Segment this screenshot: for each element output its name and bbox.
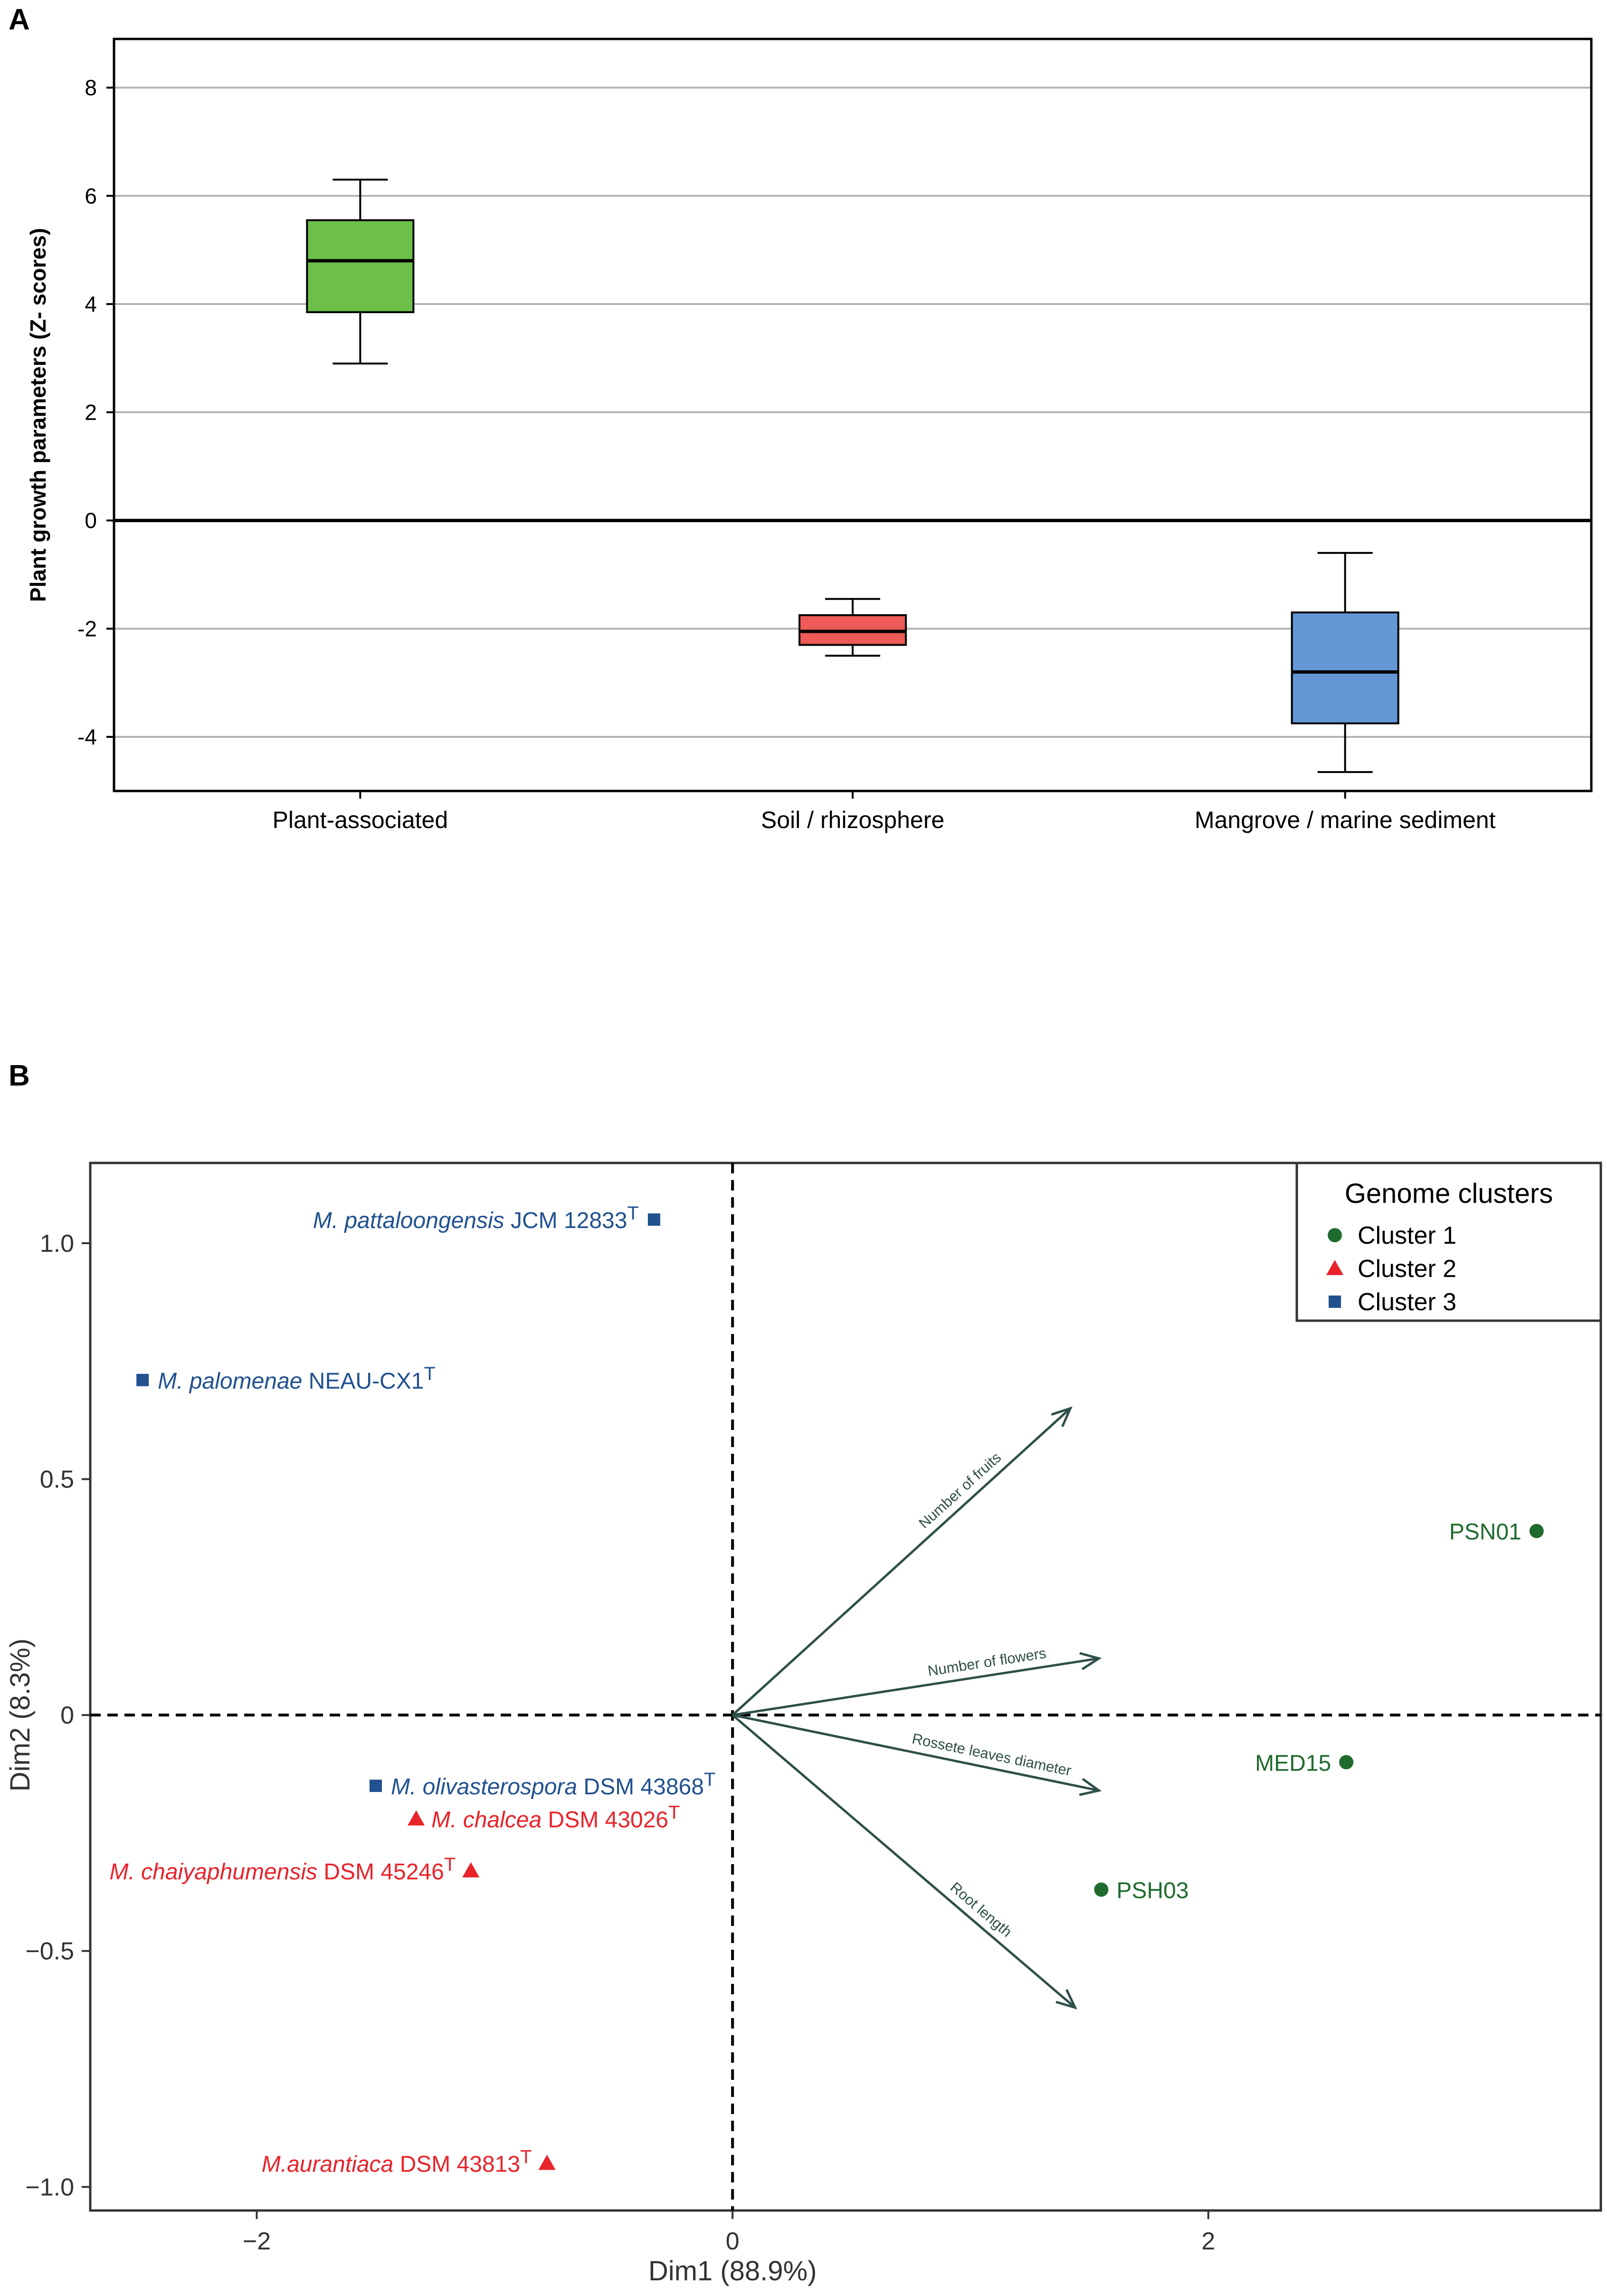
point-label-text: MED15 (1255, 1751, 1331, 1776)
point-label-text: PSN01 (1449, 1520, 1521, 1545)
box-2 (1291, 611, 1399, 724)
point-marker-cluster2 (408, 1810, 425, 1826)
y-tick-label: -2 (77, 616, 97, 641)
y-tick-label: −1.0 (25, 2173, 74, 2201)
y-tick-label: −0.5 (25, 1938, 74, 1965)
point-label-text: PSH03 (1116, 1878, 1189, 1904)
point-marker-cluster1 (1094, 1882, 1109, 1897)
x-tick-label: 0 (726, 2228, 740, 2255)
vector-label: Number of fruits (915, 1449, 1004, 1532)
legend-marker-triangle (1326, 1260, 1343, 1275)
y-tick-label: 4 (85, 292, 97, 316)
y-tick-label: 0.5 (40, 1466, 74, 1493)
y-axis-label: Dim2 (8.3%) (5, 1639, 36, 1791)
plot-frame (89, 1162, 1602, 2212)
x-tick-label: 2 (1201, 2228, 1215, 2255)
point-label-text: JCM 12833 (504, 1208, 628, 1233)
y-tick-label: 2 (85, 400, 97, 425)
point-marker-cluster2 (462, 1862, 480, 1877)
point-label-superscript: T (704, 1769, 715, 1790)
point-label-superscript: T (668, 1802, 680, 1823)
y-tick-label: -4 (77, 724, 97, 749)
vector-arrow (732, 1407, 1071, 1716)
point-label-superscript: T (520, 2147, 532, 2168)
point-label-text: NEAU-CX1 (302, 1369, 424, 1394)
point-label: M. chaiyaphumensis DSM 45246T (109, 1854, 456, 1885)
x-tick-label: Mangrove / marine sediment (1195, 807, 1496, 833)
legend-label: Cluster 2 (1358, 1255, 1456, 1283)
legend-title: Genome clusters (1345, 1178, 1553, 1209)
vector-label: Root length (947, 1879, 1015, 1941)
point-label-text: DSM 43813 (393, 2152, 520, 2177)
point-label-italic: M.aurantiaca (262, 2152, 393, 2177)
legend-label: Cluster 3 (1358, 1288, 1456, 1316)
box-0 (306, 219, 415, 314)
y-axis-label: Plant growth parameters (Z- scores) (26, 228, 50, 602)
vector-arrow (732, 1714, 1099, 1792)
point-label: MED15 (1255, 1751, 1331, 1776)
point-label: M. palomenae NEAU-CX1T (158, 1363, 436, 1394)
x-tick-label: Soil / rhizosphere (761, 807, 944, 833)
plot-frame (113, 38, 1593, 792)
legend-box (1295, 1162, 1602, 1322)
point-label: M.aurantiaca DSM 43813T (262, 2147, 532, 2177)
panel-b-label: B (9, 1059, 30, 1092)
vector-arrowhead (1055, 1989, 1077, 2010)
point-label-text: DSM 45246 (317, 1859, 444, 1885)
point-label: PSN01 (1449, 1520, 1521, 1545)
y-tick-label: 8 (85, 75, 97, 100)
panel-a-label: A (9, 3, 30, 36)
vector-arrow (732, 1714, 1076, 2009)
point-label-italic: M. chaiyaphumensis (109, 1859, 317, 1885)
vector-arrow (732, 1657, 1099, 1716)
point-marker-cluster1 (1529, 1524, 1544, 1538)
y-tick-label: 1.0 (40, 1230, 74, 1258)
point-label-italic: M. pattaloongensis (313, 1208, 504, 1233)
point-marker-cluster3 (647, 1213, 660, 1226)
y-tick-label: 0 (60, 1702, 74, 1729)
x-tick-label: −2 (243, 2228, 271, 2255)
y-tick-label: 6 (85, 183, 97, 208)
point-label-superscript: T (424, 1363, 435, 1384)
legend-marker-circle (1328, 1228, 1342, 1242)
vector-arrowhead (1051, 1406, 1073, 1427)
vector-label: Number of flowers (927, 1645, 1047, 1679)
point-marker-cluster2 (538, 2154, 556, 2170)
point-label: M. pattaloongensis JCM 12833T (313, 1203, 639, 1233)
point-marker-cluster3 (369, 1780, 382, 1792)
vector-arrowhead (1079, 1778, 1102, 1796)
point-label-italic: M. chalcea (431, 1808, 542, 1833)
y-tick-label: 0 (85, 508, 97, 533)
point-label-superscript: T (444, 1854, 456, 1875)
boxplot-chart: -4 -2 0 2 4 6 8 Plant-associated Soil / rhizosph… (26, 38, 1593, 833)
point-label: PSH03 (1116, 1878, 1189, 1904)
point-label-superscript: T (627, 1203, 638, 1224)
x-tick-label: Plant-associated (273, 807, 448, 833)
point-marker-cluster3 (136, 1373, 149, 1386)
vector-label: Rossete leaves diameter (911, 1730, 1073, 1779)
point-label: M. olivasterospora DSM 43868T (391, 1769, 715, 1800)
legend-label: Cluster 1 (1358, 1222, 1456, 1249)
legend-marker-square (1329, 1296, 1341, 1308)
point-label: M. chalcea DSM 43026T (431, 1802, 680, 1833)
vector-arrowhead (1079, 1652, 1102, 1670)
point-label-italic: M. palomenae (158, 1369, 302, 1394)
x-axis-label: Dim1 (88.9%) (648, 2256, 817, 2286)
point-marker-cluster1 (1339, 1755, 1354, 1770)
point-label-italic: M. olivasterospora (391, 1774, 577, 1800)
pca-biplot-chart: −2 0 2 −1.0 −0.5 0 0.5 1.0 Number of fruits Numbe… (5, 1162, 1602, 2286)
point-label-text: DSM 43868 (577, 1774, 704, 1800)
point-label-text: DSM 43026 (542, 1808, 668, 1833)
